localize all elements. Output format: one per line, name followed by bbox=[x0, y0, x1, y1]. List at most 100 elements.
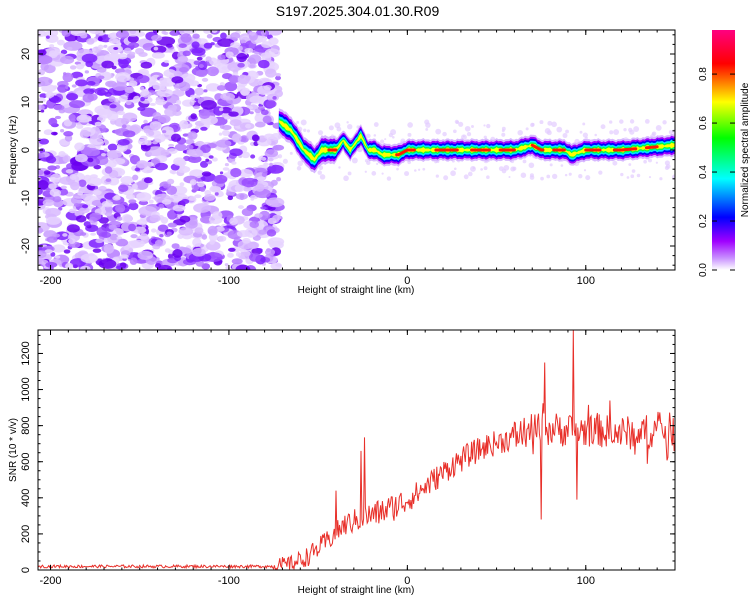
noise-blob bbox=[194, 87, 205, 96]
noise-blob bbox=[219, 107, 224, 112]
colorbar-ticks: 0.0 0.2 0.4 0.6 0.8 bbox=[698, 67, 735, 277]
noise-blob bbox=[127, 34, 139, 43]
noise-blob bbox=[38, 227, 44, 234]
noise-blob bbox=[179, 119, 189, 130]
noise-blob bbox=[38, 30, 47, 38]
noise-blob bbox=[404, 171, 410, 177]
noise-blob bbox=[129, 30, 137, 35]
noise-blob bbox=[215, 139, 232, 148]
noise-blob bbox=[407, 132, 412, 137]
noise-blob bbox=[45, 216, 61, 225]
noise-blob bbox=[338, 166, 341, 169]
noise-blob bbox=[124, 86, 135, 94]
snr-series-line bbox=[38, 330, 675, 570]
noise-blob bbox=[60, 185, 67, 190]
noise-blob bbox=[443, 175, 449, 181]
noise-blob bbox=[386, 176, 392, 181]
signal-peak bbox=[644, 145, 659, 150]
noise-blob bbox=[98, 258, 117, 269]
snr-xtick-label: -200 bbox=[39, 575, 61, 587]
noise-blob bbox=[65, 262, 74, 270]
noise-blob bbox=[582, 122, 586, 126]
noise-blob bbox=[407, 122, 413, 128]
noise-blob bbox=[194, 227, 204, 234]
noise-blob bbox=[97, 75, 105, 80]
noise-blob bbox=[128, 223, 137, 232]
noise-blob bbox=[546, 174, 551, 179]
noise-blob bbox=[630, 174, 635, 179]
noise-blob bbox=[525, 127, 529, 131]
noise-blob bbox=[231, 161, 237, 165]
noise-blob bbox=[117, 53, 128, 60]
noise-blob bbox=[116, 236, 123, 240]
noise-blob bbox=[41, 247, 47, 251]
noise-blob bbox=[68, 100, 85, 109]
noise-blob bbox=[79, 32, 88, 39]
noise-blob bbox=[156, 88, 174, 98]
noise-blob bbox=[501, 129, 505, 133]
noise-blob bbox=[486, 123, 491, 129]
noise-blob bbox=[137, 250, 154, 261]
noise-blob bbox=[201, 171, 212, 177]
noise-blob bbox=[659, 177, 663, 181]
noise-blob bbox=[218, 132, 223, 136]
noise-blob bbox=[75, 63, 85, 70]
noise-blob bbox=[501, 132, 506, 137]
noise-blob bbox=[442, 131, 447, 137]
noise-blob bbox=[197, 181, 205, 188]
noise-blob bbox=[275, 73, 282, 77]
noise-blob bbox=[38, 138, 50, 145]
noise-blob bbox=[380, 139, 385, 144]
noise-blob bbox=[177, 56, 189, 62]
spectrogram-xtick-label: -200 bbox=[39, 275, 61, 287]
noise-blob bbox=[237, 74, 250, 85]
noise-blob bbox=[244, 227, 258, 238]
noise-blob bbox=[195, 125, 200, 130]
noise-blob bbox=[40, 62, 49, 71]
noise-blob bbox=[655, 161, 658, 164]
noise-blob bbox=[347, 124, 353, 130]
spectrogram-ytick-label: -10 bbox=[20, 190, 32, 206]
noise-blob bbox=[192, 33, 200, 39]
noise-blob bbox=[83, 221, 91, 228]
noise-blob bbox=[206, 66, 219, 77]
noise-blob bbox=[644, 119, 650, 124]
noise-blob bbox=[44, 47, 61, 57]
noise-blob bbox=[205, 83, 221, 92]
noise-blob bbox=[105, 213, 112, 217]
noise-blob bbox=[65, 169, 74, 174]
noise-blob bbox=[231, 258, 243, 265]
noise-blob bbox=[52, 195, 62, 203]
noise-blob bbox=[249, 111, 254, 115]
noise-blob bbox=[134, 167, 141, 172]
noise-blob bbox=[154, 239, 163, 247]
noise-blob bbox=[623, 127, 627, 132]
noise-blob bbox=[205, 158, 210, 162]
noise-blob bbox=[136, 160, 149, 169]
noise-blob bbox=[161, 130, 167, 134]
noise-blob bbox=[228, 111, 239, 117]
noise-blob bbox=[47, 165, 57, 171]
noise-blob bbox=[157, 224, 169, 232]
noise-blob bbox=[178, 43, 187, 48]
noise-blob bbox=[258, 229, 268, 235]
noise-blob bbox=[53, 104, 65, 111]
noise-blob bbox=[71, 84, 77, 88]
noise-blob bbox=[170, 195, 183, 203]
snr-xtick-label: -100 bbox=[218, 575, 240, 587]
noise-blob bbox=[41, 84, 57, 93]
noise-blob bbox=[264, 149, 279, 158]
noise-blob bbox=[70, 181, 80, 191]
noise-blob bbox=[540, 176, 544, 181]
noise-blob bbox=[237, 251, 252, 260]
colorbar-gradient bbox=[712, 30, 735, 270]
noise-blob bbox=[217, 235, 227, 242]
noise-blob bbox=[103, 148, 108, 152]
noise-blob bbox=[528, 162, 535, 169]
noise-blob bbox=[275, 75, 282, 81]
noise-blob bbox=[38, 69, 46, 76]
noise-blob bbox=[45, 207, 61, 217]
noise-blob bbox=[261, 172, 268, 177]
noise-blob bbox=[187, 155, 202, 164]
noise-blob bbox=[138, 52, 148, 58]
